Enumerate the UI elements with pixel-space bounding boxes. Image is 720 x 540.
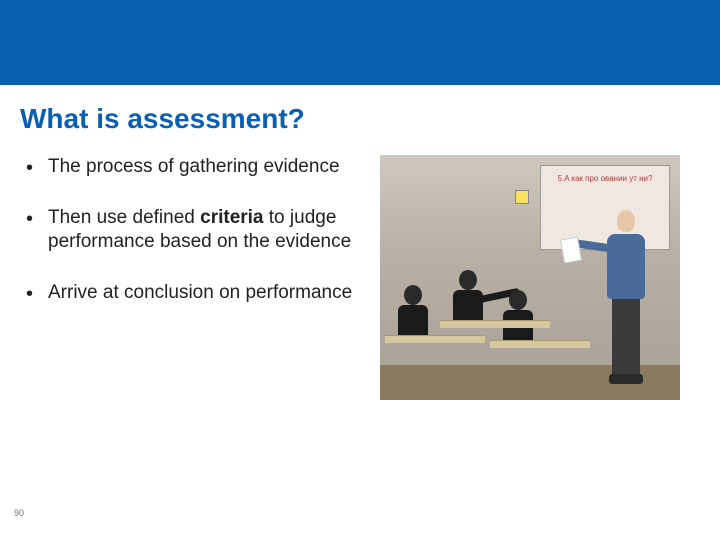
teacher-figure: [602, 210, 650, 384]
slide-title: What is assessment?: [0, 85, 720, 145]
desk: [440, 320, 550, 328]
content-area: The process of gathering evidence Then u…: [0, 145, 720, 400]
student-figure: [450, 270, 485, 325]
bullet-item: Then use defined criteria to judge perfo…: [20, 206, 360, 255]
bullet-text: The process of gathering evidence: [48, 156, 340, 177]
bullet-item: Arrive at conclusion on performance: [20, 281, 360, 306]
paper-icon: [560, 237, 582, 264]
bullet-text: Arrive at conclusion on performance: [48, 282, 352, 303]
classroom-photo: 5.A как про овании ут ни?: [380, 155, 680, 400]
bullet-text: Then use defined: [48, 207, 200, 228]
bullet-list: The process of gathering evidence Then u…: [20, 155, 360, 400]
desk: [490, 340, 590, 348]
student-figure: [395, 285, 430, 340]
bullet-bold: criteria: [200, 207, 263, 228]
desk: [385, 335, 485, 343]
header-band: [0, 0, 720, 85]
bullet-item: The process of gathering evidence: [20, 155, 360, 180]
student-figure: [500, 290, 535, 345]
page-number: 90: [14, 508, 24, 518]
warning-sign-icon: [515, 190, 529, 204]
